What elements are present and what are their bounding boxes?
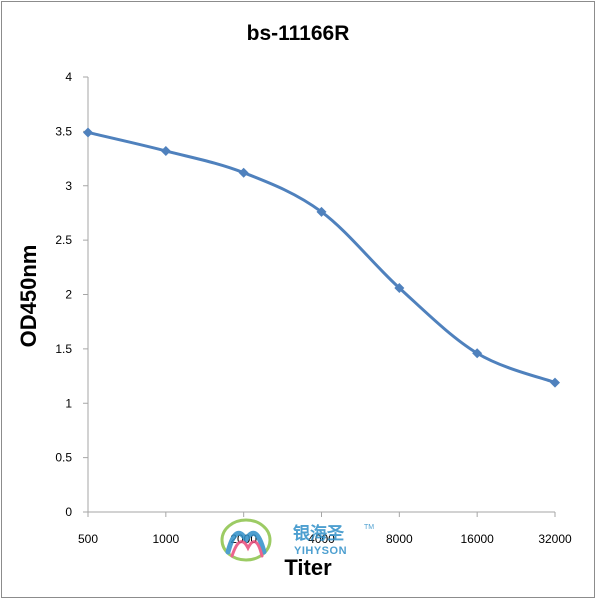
series-line [87,131,556,384]
logo-tm: TM [364,524,374,531]
data-point-marker [316,206,327,217]
data-point-marker [160,145,171,156]
y-tick-label: 0 [65,505,72,519]
data-point-marker [550,377,560,388]
logo-en-text: YIHYSON [294,545,347,557]
x-tick-label: 4000 [308,532,335,546]
x-tick-label: 1000 [152,532,179,546]
y-tick-label: 4 [65,70,72,84]
x-tick-label: 32000 [538,532,572,546]
series-markers [83,127,560,388]
logo-icon [220,518,272,562]
x-tick-label: 500 [78,532,98,546]
x-tick-label: 16000 [460,532,494,546]
data-point-marker [238,167,249,178]
logo-cn-text: 银海圣 [293,523,345,544]
y-axis-ticks: 0 0.5 1 1.5 2 2.5 3 3.5 4 [55,70,88,519]
y-tick-label: 3 [65,179,72,193]
data-point-marker [394,282,405,293]
data-point-marker [472,348,483,359]
y-tick-label: 0.5 [55,451,72,465]
x-axis-title: Titer [284,555,332,580]
watermark-logo: 银海圣 TM YIHYSON [220,518,374,562]
chart-title: bs-11166R [247,22,350,45]
y-tick-label: 1 [65,396,72,410]
y-axis-title: OD450nm [16,245,41,348]
y-tick-label: 3.5 [55,124,72,138]
y-tick-label: 1.5 [55,342,72,356]
y-tick-label: 2 [65,288,72,302]
data-point-marker [83,127,93,138]
x-tick-label: 8000 [386,532,413,546]
y-tick-label: 2.5 [55,233,72,247]
